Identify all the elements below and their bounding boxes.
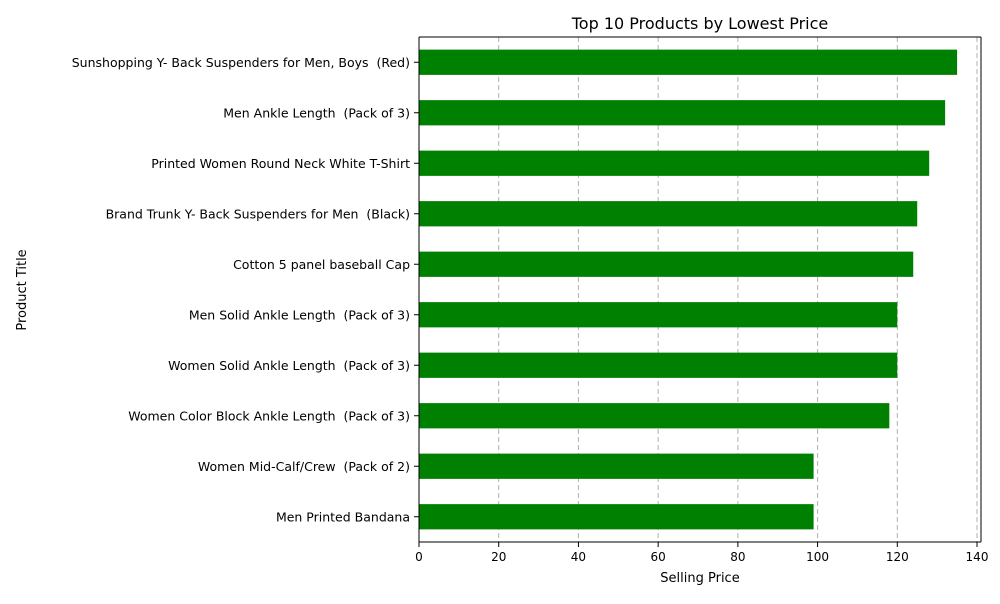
y-tick-label: Men Printed Bandana — [276, 509, 410, 524]
x-tick-label: 60 — [651, 550, 666, 564]
x-tick-label: 100 — [806, 550, 829, 564]
chart-title: Top 10 Products by Lowest Price — [571, 14, 829, 33]
bar — [419, 453, 814, 479]
y-tick-label: Sunshopping Y- Back Suspenders for Men, … — [72, 55, 410, 70]
x-tick-label: 140 — [966, 550, 989, 564]
bar — [419, 403, 890, 429]
y-tick-label: Cotton 5 panel baseball Cap — [233, 257, 410, 272]
y-tick-label: Women Solid Ankle Length (Pack of 3) — [168, 358, 410, 373]
x-tick-label: 120 — [886, 550, 909, 564]
x-axis-label: Selling Price — [660, 571, 739, 586]
y-tick-label: Printed Women Round Neck White T-Shirt — [151, 156, 410, 171]
y-tick-label: Men Solid Ankle Length (Pack of 3) — [189, 307, 410, 322]
y-tick-label: Women Mid-Calf/Crew (Pack of 2) — [198, 459, 410, 474]
bar — [419, 100, 946, 126]
y-tick-label: Men Ankle Length (Pack of 3) — [223, 105, 410, 120]
x-ticks: 0 20 40 60 80 100 120 140 — [415, 542, 988, 564]
x-tick-label: 20 — [491, 550, 506, 564]
bar — [419, 201, 918, 227]
y-tick-label: Brand Trunk Y- Back Suspenders for Men (… — [106, 206, 410, 221]
x-tick-label: 80 — [730, 550, 745, 564]
bars — [419, 49, 958, 530]
x-tick-label: 0 — [415, 550, 423, 564]
bar — [419, 504, 814, 530]
y-axis-label: Product Title — [15, 249, 30, 330]
y-ticks: Sunshopping Y- Back Suspenders for Men, … — [72, 55, 419, 524]
bar — [419, 49, 958, 75]
bar — [419, 302, 898, 328]
axes — [418, 36, 982, 543]
bar — [419, 251, 914, 277]
bar — [419, 150, 930, 176]
x-tick-label: 40 — [571, 550, 586, 564]
y-tick-label: Women Color Block Ankle Length (Pack of … — [128, 408, 410, 423]
bar — [419, 352, 898, 378]
